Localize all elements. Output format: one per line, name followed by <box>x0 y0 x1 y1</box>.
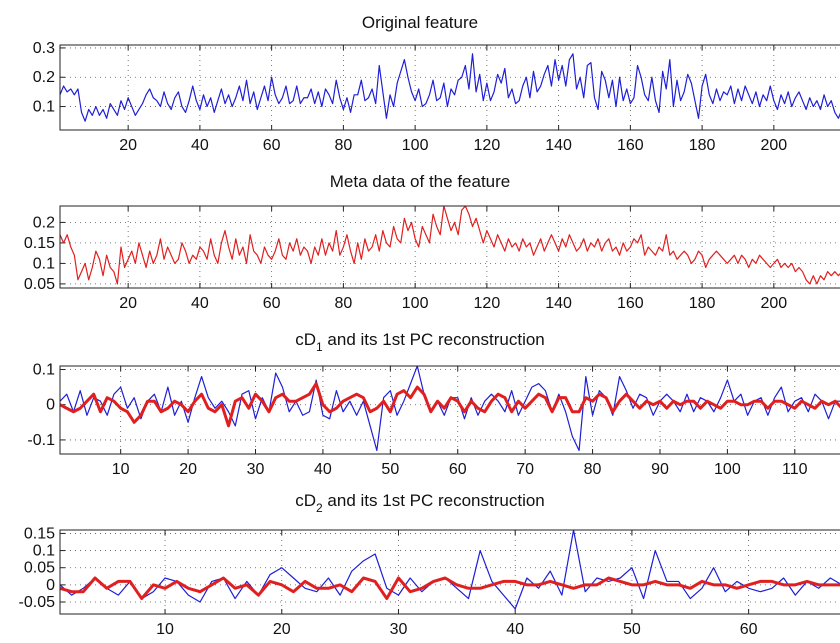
x-tick-label: 100 <box>402 137 429 154</box>
x-tick-label: 10 <box>112 461 130 478</box>
y-tick-label: 0.05 <box>24 560 55 577</box>
x-tick-label: 30 <box>247 461 265 478</box>
x-tick-label: 40 <box>191 137 209 154</box>
x-tick-label: 160 <box>617 295 644 312</box>
series-line-1 <box>60 366 840 452</box>
y-tick-label: -0.05 <box>19 594 56 611</box>
subplot-title: cD1 and its 1st PC reconstruction <box>295 330 545 354</box>
x-tick-label: 20 <box>273 621 291 638</box>
x-tick-label: 200 <box>760 137 787 154</box>
x-tick-label: 30 <box>390 621 408 638</box>
subplot-3: cD1 and its 1st PC reconstruction 10 20 30 4… <box>27 330 840 478</box>
y-tick-label: 0.1 <box>33 255 55 272</box>
y-tick-label: 0.15 <box>24 525 55 542</box>
y-tick-label: 0.1 <box>33 543 55 560</box>
y-tick-label: -0.1 <box>27 432 55 449</box>
x-tick-label: 140 <box>545 137 572 154</box>
x-tick-label: 70 <box>516 461 534 478</box>
x-tick-label: 110 <box>782 461 808 478</box>
x-tick-label: 120 <box>474 137 501 154</box>
x-tick-label: 100 <box>714 461 741 478</box>
subplot-1: Original feature 20 40 60 80 100 120 140 160 180 2… <box>33 13 840 154</box>
x-tick-label: 10 <box>156 621 174 638</box>
x-tick-label: 80 <box>334 295 352 312</box>
x-tick-label: 200 <box>760 295 787 312</box>
x-tick-label: 80 <box>334 137 352 154</box>
x-tick-label: 120 <box>474 295 501 312</box>
x-tick-label: 90 <box>651 461 669 478</box>
x-tick-label: 60 <box>740 621 758 638</box>
series-line-1 <box>60 206 840 285</box>
plot-frame <box>59 44 840 131</box>
x-tick-label: 50 <box>381 461 399 478</box>
y-tick-label: 0.3 <box>33 40 55 57</box>
x-tick-label: 20 <box>119 295 137 312</box>
x-tick-label: 60 <box>263 137 281 154</box>
subplot-title: Original feature <box>362 13 478 32</box>
x-tick-label: 40 <box>191 295 209 312</box>
x-tick-label: 20 <box>179 461 197 478</box>
x-tick-label: 100 <box>402 295 429 312</box>
series-line-2 <box>60 382 840 428</box>
series-line-1 <box>60 530 840 610</box>
y-tick-label: 0.1 <box>33 99 55 116</box>
x-tick-label: 160 <box>617 137 644 154</box>
subplot-4: cD2 and its 1st PC reconstruction 10 20 30 4… <box>19 491 840 638</box>
subplot-2: Meta data of the feature 20 40 60 80 100 120 14… <box>24 172 840 312</box>
series-line-1 <box>60 53 840 122</box>
plot-frame <box>59 529 840 615</box>
x-tick-label: 40 <box>506 621 524 638</box>
y-tick-label: 0.1 <box>33 362 55 379</box>
x-tick-label: 40 <box>314 461 332 478</box>
y-tick-label: 0.2 <box>33 69 55 86</box>
y-tick-label: 0 <box>46 577 55 594</box>
x-tick-label: 80 <box>584 461 602 478</box>
y-tick-label: 0.2 <box>33 214 55 231</box>
x-tick-label: 140 <box>545 295 572 312</box>
x-tick-label: 50 <box>623 621 641 638</box>
x-tick-label: 60 <box>263 295 281 312</box>
x-tick-label: 20 <box>119 137 137 154</box>
x-tick-label: 180 <box>689 295 716 312</box>
x-tick-label: 180 <box>689 137 716 154</box>
x-tick-label: 60 <box>449 461 467 478</box>
series-line-2 <box>60 576 840 601</box>
plot-frame <box>59 205 840 289</box>
y-tick-label: 0.05 <box>24 276 55 293</box>
subplot-title: Meta data of the feature <box>330 172 511 191</box>
subplot-title: cD2 and its 1st PC reconstruction <box>295 491 545 515</box>
plot-frame <box>59 365 840 455</box>
y-tick-label: 0.15 <box>24 235 55 252</box>
y-tick-label: 0 <box>46 397 55 414</box>
